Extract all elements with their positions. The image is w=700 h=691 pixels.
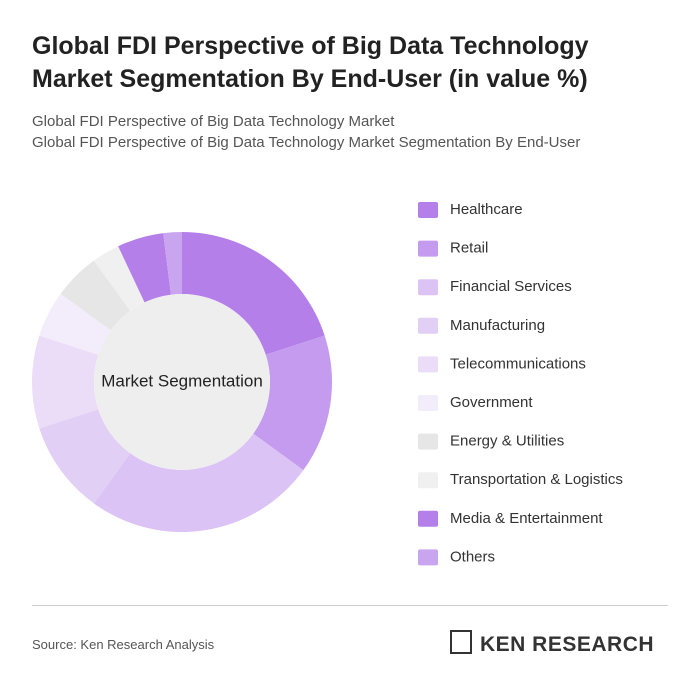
brand-name: KEN RESEARCH: [480, 633, 655, 656]
separator: [32, 605, 668, 606]
donut-slice: [32, 335, 99, 429]
legend-swatch: [418, 472, 438, 489]
legend-swatch: [418, 510, 438, 527]
legend-swatch: [418, 356, 438, 373]
legend-swatch: [418, 240, 438, 257]
donut-slice: [118, 233, 171, 303]
donut-slice: [60, 260, 131, 331]
legend-swatch: [418, 549, 438, 566]
legend-label: Others: [450, 548, 495, 565]
legend-swatch: [418, 279, 438, 296]
logo-icon: [450, 630, 472, 654]
donut-slice: [163, 232, 182, 295]
donut-slice: [93, 246, 145, 311]
legend-swatch: [418, 433, 438, 450]
source: Source: Ken Research Analysis: [32, 637, 215, 652]
legend-swatch: [418, 202, 438, 218]
subtitle: Global FDI Perspective of Big Data Techn…: [32, 134, 581, 151]
legend-swatch: [418, 395, 438, 411]
donut-slice: [39, 409, 131, 504]
legend-swatch: [418, 317, 438, 334]
donut-slice: [253, 335, 332, 471]
donut-slice: [93, 433, 304, 532]
legend-label: Manufacturing: [450, 317, 545, 334]
legend-label: Healthcare: [450, 201, 523, 218]
donut-hole: [94, 294, 270, 470]
subtitle: Global FDI Perspective of Big Data Techn…: [32, 113, 395, 130]
legend-label: Retail: [450, 240, 488, 257]
donut-slice: [39, 293, 111, 355]
donut-slice: [182, 232, 325, 355]
legend-label: Financial Services: [450, 278, 572, 295]
brand-logo: KEN RESEARCH: [450, 630, 654, 657]
chart: Market Segmentation Healthcare Retail Finan…: [32, 201, 623, 566]
legend-label: Government: [450, 394, 533, 411]
legend-label: Media & Entertainment: [450, 510, 603, 527]
chart-title: Global FDI Perspective of Big Data Techn…: [32, 32, 589, 93]
legend-label: Transportation & Logistics: [450, 471, 623, 488]
legend-label: Telecommunications: [450, 355, 586, 372]
legend-label: Energy & Utilities: [450, 433, 564, 450]
center-label: Market Segmentation: [101, 371, 263, 390]
